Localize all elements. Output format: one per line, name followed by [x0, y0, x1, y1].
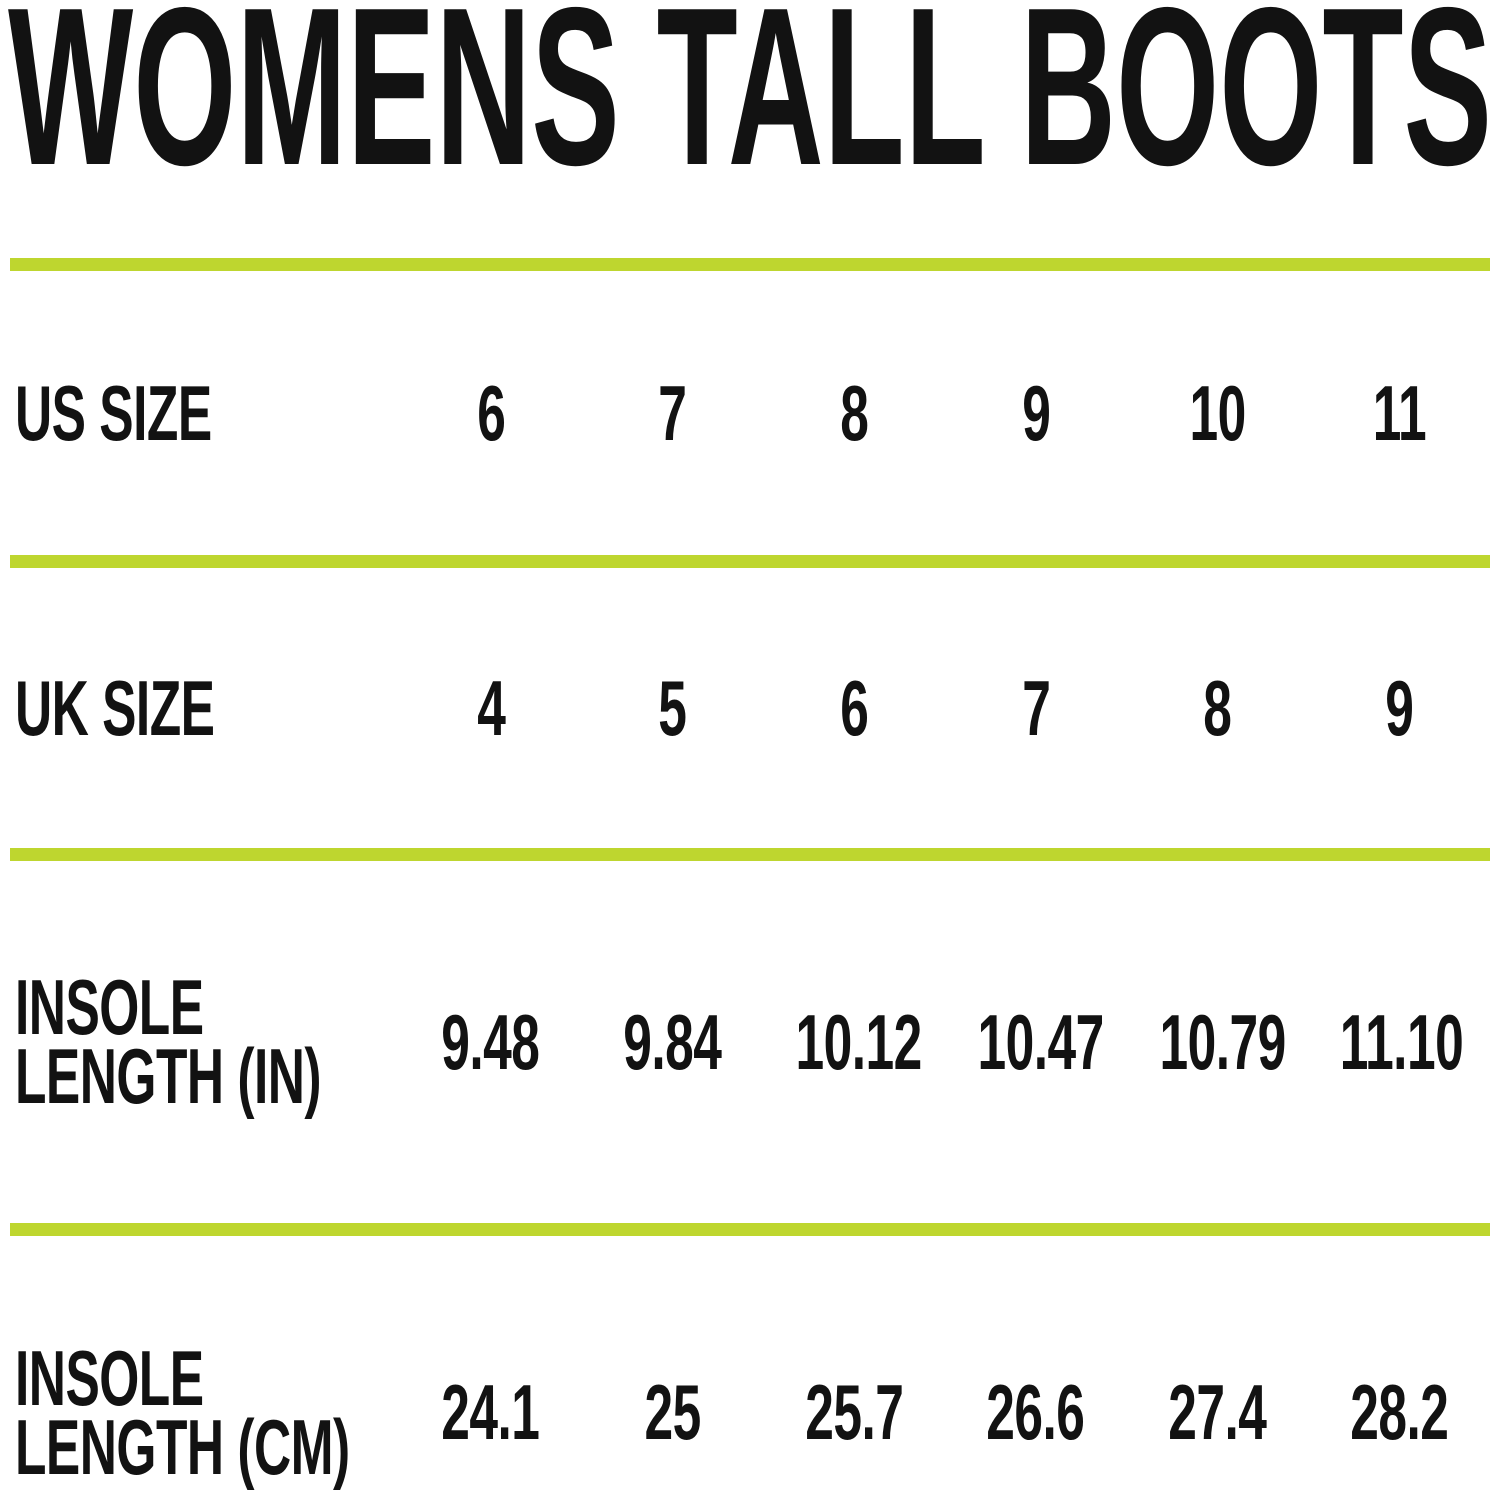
- table-row-us-size: US SIZE 6 7 8 9 10 11: [0, 271, 1500, 555]
- row-label: US SIZE: [15, 368, 400, 457]
- table-cell: 28.2: [1350, 1368, 1449, 1457]
- row-label-text: LENGTH (IN): [15, 1032, 322, 1120]
- table-cell: 6: [840, 663, 869, 752]
- table-cell: 4: [476, 663, 506, 752]
- table-row-insole-length-in: INSOLE LENGTH (IN) 9.48 9.84 10.12 10.47…: [0, 861, 1500, 1223]
- row-label-text: INSOLE: [15, 963, 204, 1052]
- table-cell: 9: [1021, 368, 1051, 457]
- row-label-text: LENGTH (CM): [15, 1402, 350, 1491]
- table-row-uk-size: UK SIZE 4 5 6 7 8 9: [0, 568, 1500, 848]
- divider-line: [10, 258, 1490, 271]
- table-cell: 11: [1372, 368, 1426, 457]
- table-cell: 25: [644, 1368, 701, 1457]
- page-title-text: WOMENS TALL BOOTS: [8, 0, 1492, 180]
- divider-line: [10, 555, 1490, 568]
- table-cell: 9.48: [441, 997, 541, 1086]
- row-label-text: UK SIZE: [15, 663, 215, 752]
- table-cell: 25.7: [805, 1368, 904, 1457]
- table-cell: 24.1: [441, 1368, 541, 1457]
- page-title: WOMENS TALL BOOTS: [8, 0, 1492, 180]
- table-cell: 10.12: [795, 997, 923, 1086]
- divider-line: [10, 848, 1490, 861]
- table-cell: 11.10: [1340, 997, 1464, 1086]
- table-cell: 8: [1203, 663, 1232, 752]
- table-row-insole-length-cm: INSOLE LENGTH (CM) 24.1 25 25.7 26.6 27.…: [0, 1236, 1500, 1486]
- row-label: INSOLE LENGTH (CM): [15, 1333, 400, 1491]
- table-cell: 5: [658, 663, 687, 752]
- table-cell: 27.4: [1168, 1368, 1267, 1457]
- table-cell: 10: [1189, 368, 1246, 457]
- table-cell: 6: [476, 368, 506, 457]
- row-label-text: US SIZE: [15, 368, 212, 457]
- table-cell: 9: [1385, 663, 1414, 752]
- table-cell: 9.84: [623, 997, 722, 1086]
- row-label: UK SIZE: [15, 663, 400, 752]
- row-label-text: INSOLE: [15, 1333, 204, 1422]
- table-cell: 10.79: [1159, 997, 1286, 1086]
- divider-line: [10, 1223, 1490, 1236]
- table-cell: 10.47: [977, 997, 1105, 1086]
- table-cell: 8: [840, 368, 869, 457]
- table-cell: 26.6: [986, 1368, 1086, 1457]
- row-label: INSOLE LENGTH (IN): [15, 963, 400, 1120]
- table-cell: 7: [658, 368, 687, 457]
- table-cell: 7: [1021, 663, 1051, 752]
